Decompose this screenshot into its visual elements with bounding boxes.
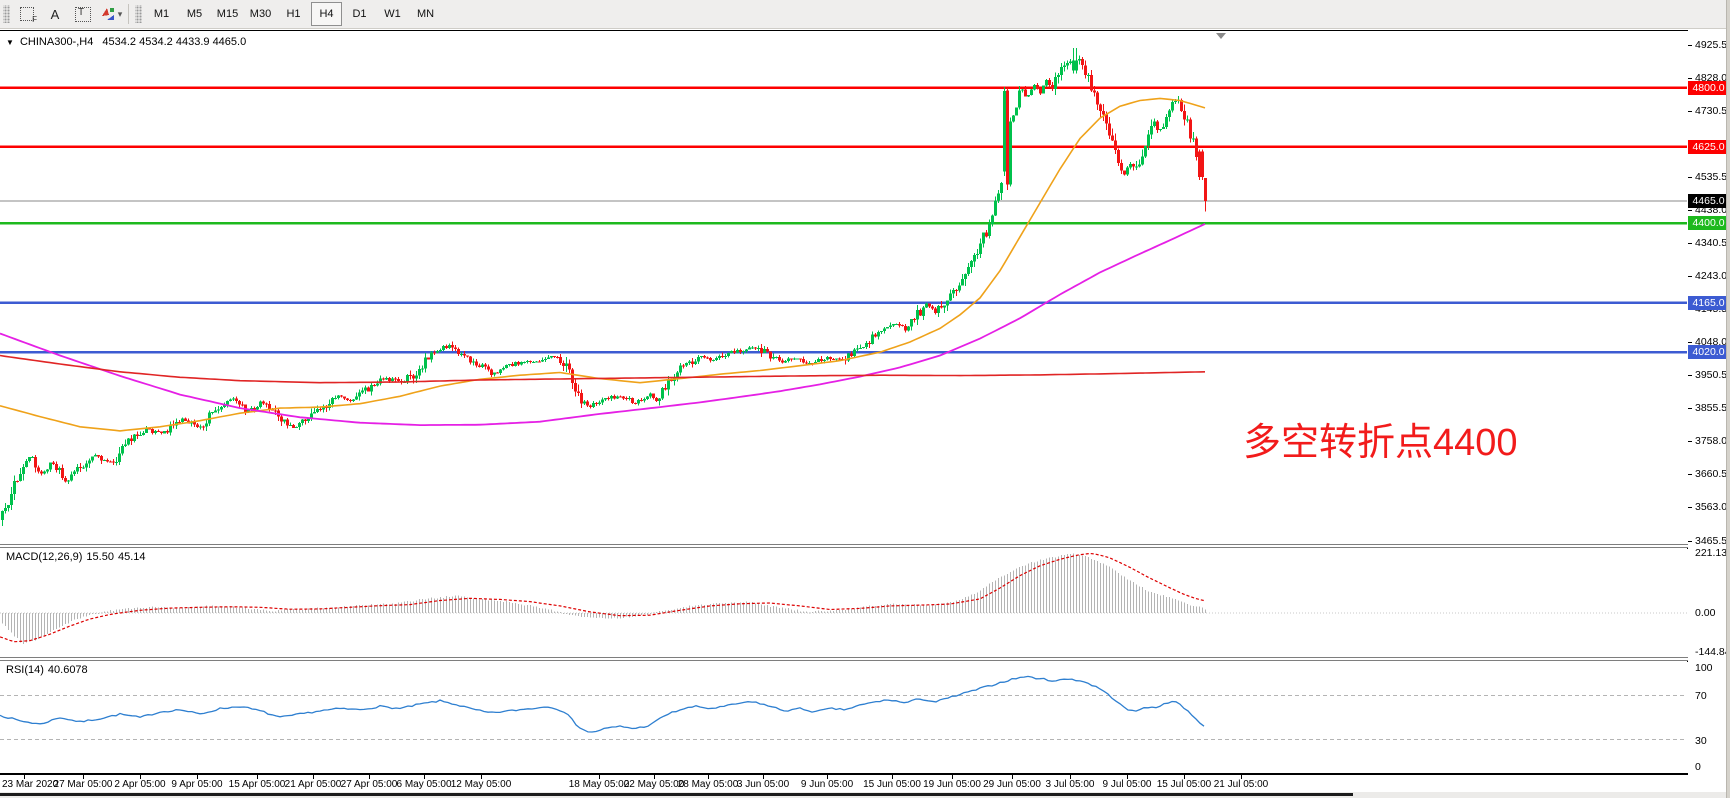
- window-edge: [1726, 0, 1730, 798]
- indicator-tick-label: 0.00: [1695, 606, 1716, 619]
- annotation-text[interactable]: 多空转折点4400: [1243, 422, 1518, 464]
- time-tick-label: 15 Jul 05:00: [1156, 779, 1212, 790]
- rsi-pane[interactable]: [0, 662, 1688, 773]
- symbol-period-label: CHINA300-,H4: [19, 36, 94, 48]
- time-tick-label: 3 Jun 05:00: [736, 779, 790, 790]
- time-tick-label: 9 Apr 05:00: [171, 779, 223, 790]
- time-tick-label: 21 Apr 05:00: [284, 779, 342, 790]
- ma-mid-magenta: [0, 223, 1206, 426]
- ohlc-open: 4534.2: [102, 36, 137, 48]
- price-level-tag: 4800.0: [1688, 80, 1729, 95]
- tool-f-button[interactable]: F: [14, 2, 40, 26]
- timeframe-toolbar: M1 M5 M15 M30 H1 H4 D1 W1 MN: [145, 2, 442, 26]
- price-tick-label: 4535.5: [1695, 170, 1728, 183]
- letter-a-icon: A: [50, 6, 60, 22]
- time-tick-label: 29 Jun 05:00: [983, 779, 1041, 790]
- time-tick-label: 22 May 05:00: [623, 779, 685, 790]
- rsi-line: [0, 675, 1205, 733]
- price-tick-label: 3950.5: [1695, 369, 1728, 382]
- bar-shift-marker-icon: [1216, 33, 1226, 39]
- indicator-tick-label: 100: [1695, 661, 1713, 674]
- drawing-tools-button[interactable]: ▾: [98, 2, 124, 26]
- time-axis[interactable]: 23 Mar 2020 27 Mar 05:00 2 Apr 05:00 9 Apr …: [0, 775, 1688, 792]
- chart-title: ▼ CHINA300-,H4 4534.2 4534.2 4433.9 4465…: [6, 36, 246, 48]
- price-tick-label: 3563.0: [1695, 501, 1728, 514]
- chart-bottom-border: [0, 773, 1730, 775]
- ohlc-close: 4465.0: [212, 36, 247, 48]
- text-label-tool-button[interactable]: T: [70, 2, 96, 26]
- toolbar-grip[interactable]: [3, 5, 10, 23]
- time-tick-label: 2 Apr 05:00: [114, 779, 166, 790]
- time-tick-label: 28 May 05:00: [677, 779, 739, 790]
- toolbar: F A T ▾ M1 M5 M15 M30 H1 H4 D1 W1 MN: [0, 0, 1730, 29]
- timeframe-button-M5[interactable]: M5: [186, 8, 203, 20]
- horizontal-scrollbar: [0, 792, 1730, 798]
- time-tick-label: 27 Apr 05:00: [340, 779, 398, 790]
- time-tick-label: 19 Jun 05:00: [923, 779, 981, 790]
- indicator-tick-label: 70: [1695, 689, 1707, 702]
- collapse-icon[interactable]: ▼: [6, 38, 14, 47]
- timeframe-button-MN[interactable]: MN: [416, 8, 435, 20]
- timeframe-button-M30[interactable]: M30: [249, 8, 272, 20]
- time-tick-label: 9 Jul 05:00: [1102, 779, 1152, 790]
- pane-splitter-rsi[interactable]: [0, 657, 1730, 661]
- dotted-box-icon: F: [20, 7, 37, 24]
- price-level-tag: 4020.0: [1688, 345, 1729, 360]
- price-level-tag: 4400.0: [1688, 216, 1729, 231]
- price-tick-label: 3465.5: [1695, 534, 1728, 547]
- timeframe-button-D1[interactable]: D1: [352, 8, 367, 20]
- timeframe-grip[interactable]: [135, 5, 142, 23]
- macd-pane[interactable]: [0, 549, 1688, 657]
- time-tick-label: 27 Mar 05:00: [53, 779, 113, 790]
- pane-splitter-macd[interactable]: [0, 544, 1730, 548]
- toolbar-separator: [128, 4, 129, 24]
- time-tick-label: 21 Jul 05:00: [1213, 779, 1269, 790]
- price-tick-label: 4243.0: [1695, 269, 1728, 282]
- price-level-tag: 4165.0: [1688, 295, 1729, 310]
- timeframe-button-H1[interactable]: H1: [286, 8, 301, 20]
- price-axis[interactable]: 4925.54828.04730.54633.04535.54438.04340…: [1688, 29, 1730, 793]
- time-tick-label: 6 May 05:00: [396, 779, 452, 790]
- indicator-tick-label: -144.84: [1695, 645, 1730, 658]
- time-tick-label: 18 May 05:00: [568, 779, 630, 790]
- price-tick-label: 4925.5: [1695, 38, 1728, 51]
- time-tick-label: 12 May 05:00: [450, 779, 512, 790]
- indicator-tick-label: 221.13: [1695, 546, 1728, 559]
- timeframe-button-M1[interactable]: M1: [153, 8, 170, 20]
- price-level-tag: 4465.0: [1688, 194, 1729, 209]
- price-tick-label: 4340.5: [1695, 236, 1728, 249]
- price-tick-label: 4730.5: [1695, 104, 1728, 117]
- macd-label: MACD(12,26,9) 15.50 45.14: [6, 551, 146, 563]
- ohlc-low: 4433.9: [175, 36, 210, 48]
- price-tick-label: 3855.5: [1695, 402, 1728, 415]
- chart-top-border: [0, 30, 1688, 31]
- price-tick-label: 4048.0: [1695, 336, 1728, 349]
- price-tick-label: 3758.0: [1695, 435, 1728, 448]
- drawing-tools-icon: [101, 8, 114, 20]
- indicator-tick-label: 0: [1695, 760, 1701, 773]
- price-level-tag: 4625.0: [1688, 139, 1729, 154]
- timeframe-button-H4[interactable]: H4: [311, 2, 342, 26]
- time-tick-label: 15 Apr 05:00: [228, 779, 286, 790]
- horizontal-scrollbar-thumb[interactable]: [0, 793, 1353, 796]
- chevron-down-icon[interactable]: ▾: [117, 8, 123, 19]
- time-tick-label: 15 Jun 05:00: [863, 779, 921, 790]
- macd-signal-line: [0, 552, 1206, 643]
- arrow-text-tool-button[interactable]: A: [42, 2, 68, 26]
- timeframe-button-M15[interactable]: M15: [216, 8, 239, 20]
- text-box-icon: T: [75, 6, 91, 22]
- ma-slow-red: [0, 354, 1206, 384]
- price-tick-label: 3660.5: [1695, 468, 1728, 481]
- indicator-tick-label: 30: [1695, 734, 1707, 747]
- time-tick-label: 23 Mar 2020: [2, 779, 59, 790]
- price-pane[interactable]: [0, 31, 1688, 544]
- ohlc-high: 4534.2: [139, 36, 173, 48]
- rsi-label: RSI(14) 40.6078: [6, 664, 88, 676]
- time-tick-label: 9 Jun 05:00: [800, 779, 854, 790]
- timeframe-button-W1[interactable]: W1: [384, 8, 401, 20]
- time-tick-label: 3 Jul 05:00: [1045, 779, 1095, 790]
